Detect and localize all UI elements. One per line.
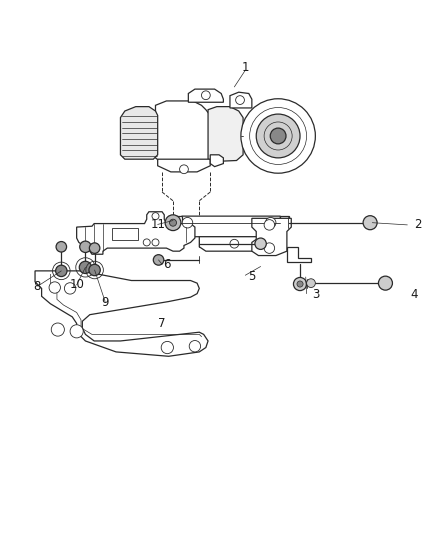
Circle shape bbox=[256, 114, 300, 158]
Circle shape bbox=[264, 122, 292, 150]
Circle shape bbox=[70, 325, 83, 338]
Text: 9: 9 bbox=[101, 296, 109, 309]
Polygon shape bbox=[112, 228, 138, 240]
Circle shape bbox=[64, 282, 76, 294]
Circle shape bbox=[56, 241, 67, 252]
Circle shape bbox=[165, 215, 181, 231]
Circle shape bbox=[89, 243, 100, 253]
Text: 7: 7 bbox=[158, 317, 166, 330]
Circle shape bbox=[293, 278, 307, 290]
Text: 4: 4 bbox=[410, 288, 418, 302]
Circle shape bbox=[264, 243, 275, 253]
Circle shape bbox=[89, 264, 100, 276]
Circle shape bbox=[250, 108, 307, 165]
Text: 6: 6 bbox=[162, 258, 170, 271]
Polygon shape bbox=[120, 107, 158, 159]
Circle shape bbox=[264, 220, 275, 230]
Circle shape bbox=[189, 341, 201, 352]
Text: 8: 8 bbox=[34, 280, 41, 293]
Polygon shape bbox=[199, 237, 269, 251]
Polygon shape bbox=[173, 216, 182, 227]
Circle shape bbox=[56, 265, 67, 277]
Polygon shape bbox=[210, 155, 223, 167]
Text: 2: 2 bbox=[414, 219, 422, 231]
Circle shape bbox=[143, 239, 150, 246]
Polygon shape bbox=[280, 216, 289, 227]
Circle shape bbox=[152, 239, 159, 246]
Polygon shape bbox=[155, 101, 210, 165]
Polygon shape bbox=[182, 216, 280, 237]
Circle shape bbox=[363, 216, 377, 230]
Circle shape bbox=[170, 219, 177, 226]
Text: 1: 1 bbox=[241, 61, 249, 74]
Circle shape bbox=[152, 213, 159, 220]
Circle shape bbox=[80, 241, 91, 253]
Circle shape bbox=[270, 128, 286, 144]
Circle shape bbox=[182, 217, 193, 228]
Text: 11: 11 bbox=[150, 218, 165, 231]
Polygon shape bbox=[252, 219, 291, 255]
Circle shape bbox=[241, 99, 315, 173]
Circle shape bbox=[51, 323, 64, 336]
Polygon shape bbox=[188, 89, 223, 102]
Circle shape bbox=[297, 281, 303, 287]
Text: 3: 3 bbox=[312, 288, 319, 302]
Circle shape bbox=[180, 165, 188, 174]
Text: 5: 5 bbox=[248, 270, 255, 283]
Polygon shape bbox=[158, 159, 210, 172]
Circle shape bbox=[161, 342, 173, 354]
Circle shape bbox=[201, 91, 210, 100]
Polygon shape bbox=[287, 247, 311, 262]
Circle shape bbox=[236, 96, 244, 104]
Circle shape bbox=[378, 276, 392, 290]
Circle shape bbox=[265, 217, 276, 228]
Circle shape bbox=[153, 255, 164, 265]
Polygon shape bbox=[77, 212, 195, 254]
Text: 10: 10 bbox=[69, 278, 84, 292]
Circle shape bbox=[230, 239, 239, 248]
Polygon shape bbox=[35, 271, 208, 356]
Circle shape bbox=[307, 279, 315, 287]
Polygon shape bbox=[208, 107, 243, 161]
Circle shape bbox=[49, 282, 60, 293]
Circle shape bbox=[79, 261, 92, 273]
Circle shape bbox=[255, 238, 266, 249]
Polygon shape bbox=[230, 92, 252, 108]
